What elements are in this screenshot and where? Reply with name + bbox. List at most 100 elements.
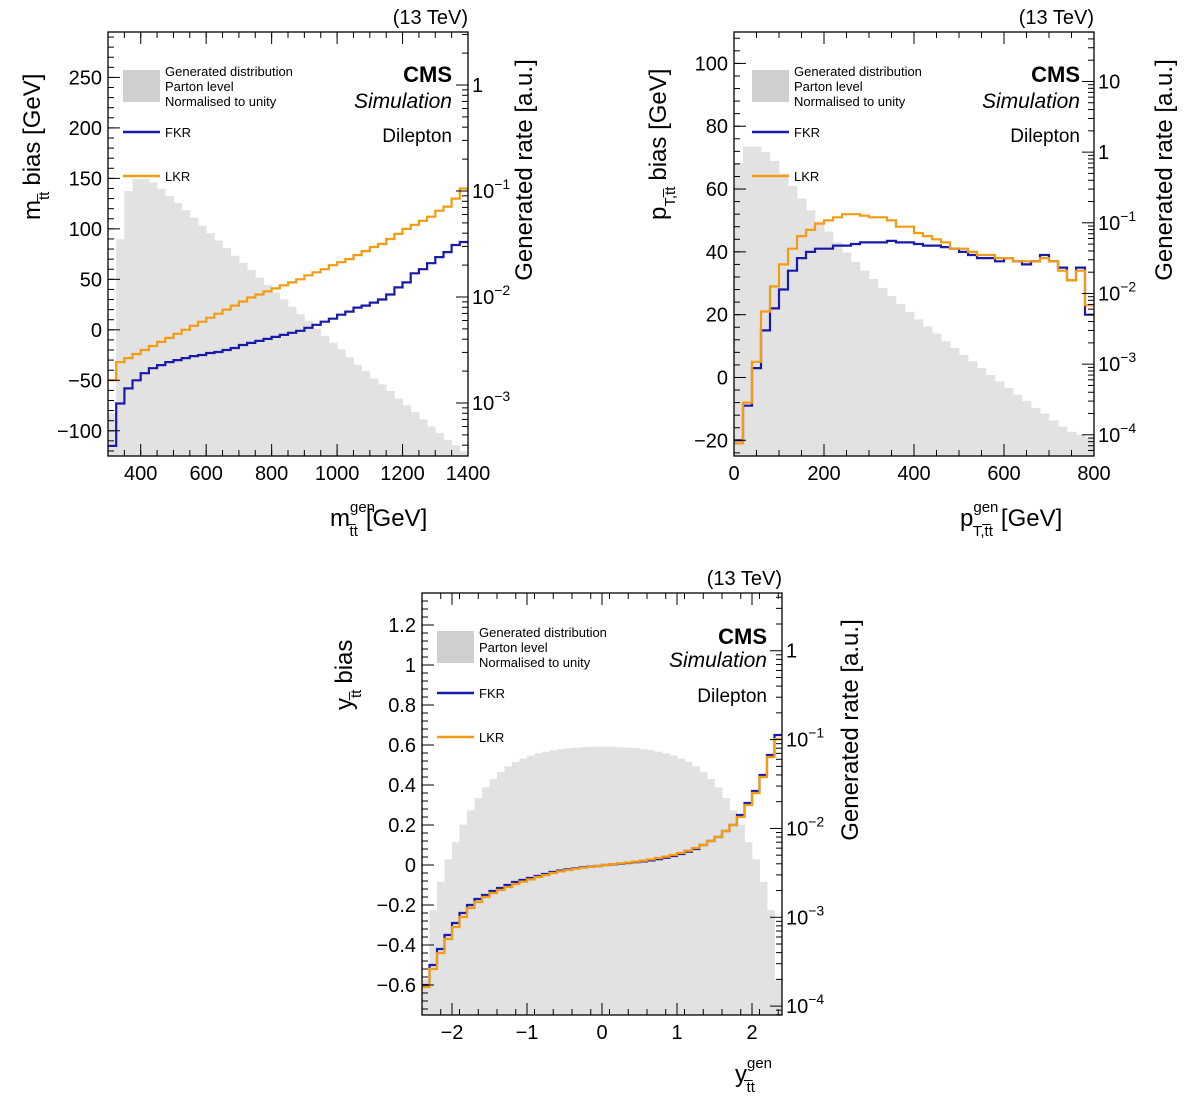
generated-bin xyxy=(557,749,565,1015)
generated-bin xyxy=(737,824,745,1015)
y-tick-label: 250 xyxy=(69,67,102,89)
right-tick-label: 1 xyxy=(786,641,797,663)
right-tick-label: 10−3 xyxy=(1098,349,1136,376)
generated-bin xyxy=(429,910,438,1015)
generated-bin xyxy=(905,311,915,456)
generated-bin xyxy=(549,750,558,1015)
generated-bin xyxy=(386,390,395,456)
y-tick-label: −50 xyxy=(68,370,102,392)
x-axis: 400 600 800 1000 1200 1400 xyxy=(107,32,490,485)
generated-bin xyxy=(677,758,685,1015)
x-tick-label: 600 xyxy=(189,463,222,485)
right-tick-label: 10−4 xyxy=(786,991,824,1018)
generated-bin xyxy=(788,186,798,456)
generated-bin xyxy=(320,335,330,456)
generated-bin xyxy=(923,326,933,456)
generated-bin xyxy=(304,321,313,456)
legend-lkr-label: LKR xyxy=(479,730,504,745)
y-axis-title: mt̅tbias [GeV] xyxy=(19,74,53,220)
generated-bin xyxy=(699,772,708,1015)
x-tick-label: 0 xyxy=(596,1022,607,1044)
generated-bin xyxy=(639,749,648,1015)
generated-bin xyxy=(353,364,363,456)
legend-generated-swatch xyxy=(123,70,160,102)
generated-bin xyxy=(124,191,133,456)
generated-bin xyxy=(995,381,1005,456)
right-axis-title: Generated rate [a.u.] xyxy=(837,619,864,840)
generated-bin xyxy=(542,751,550,1015)
generated-bin xyxy=(519,758,528,1015)
channel-label: Dilepton xyxy=(382,126,452,147)
generated-bin xyxy=(986,375,996,456)
generated-bin xyxy=(1076,434,1086,456)
generated-bin xyxy=(482,787,490,1015)
y-tick-label: 0 xyxy=(717,367,728,389)
x-tick-label: −2 xyxy=(441,1022,464,1044)
generated-bin xyxy=(296,314,305,456)
right-tick-label: 1 xyxy=(472,75,483,97)
generated-bin xyxy=(759,881,768,1015)
x-axis-title: ygen t̅t xyxy=(735,1055,772,1096)
generated-bin xyxy=(189,217,199,456)
generated-bin xyxy=(594,746,603,1015)
y-tick-label: 100 xyxy=(695,53,728,75)
generated-bin xyxy=(779,173,789,456)
generated-bin xyxy=(1067,431,1077,456)
generated-bin xyxy=(489,779,498,1015)
generated-bin xyxy=(1040,413,1050,456)
x-tick-label: 1 xyxy=(671,1022,682,1044)
generated-bin xyxy=(932,333,942,456)
generated-bin xyxy=(1004,387,1014,456)
generated-bin xyxy=(752,146,762,457)
legend-generated-text: Normalised to unity xyxy=(479,655,591,670)
generated-bin xyxy=(410,412,420,456)
generated-bin xyxy=(435,433,444,456)
generated-bin xyxy=(941,341,951,456)
legend-generated-text: Parton level xyxy=(479,640,548,655)
generated-bin xyxy=(896,303,906,456)
legend-fkr-label: FKR xyxy=(479,686,505,701)
y-tick-label: 0 xyxy=(91,320,102,342)
right-tick-label: 10−2 xyxy=(1098,278,1136,305)
generated-bin xyxy=(579,747,588,1015)
generated-bin xyxy=(497,772,505,1015)
y-tick-label: −100 xyxy=(57,421,102,443)
generated-bin xyxy=(887,296,897,456)
generated-bin xyxy=(312,328,322,456)
generated-bin xyxy=(157,188,166,456)
legend-fkr-label: FKR xyxy=(794,125,820,140)
generated-bin xyxy=(181,210,191,456)
generated-bin xyxy=(654,751,663,1015)
generated-bin xyxy=(572,747,580,1015)
generated-bin xyxy=(761,152,771,456)
generated-bin xyxy=(512,761,520,1015)
generated-bin xyxy=(851,261,861,456)
y-axis-title: pT,t̅tbias [GeV] xyxy=(645,69,679,220)
generated-bin xyxy=(527,755,535,1015)
generated-bin xyxy=(684,761,693,1015)
generated-bin xyxy=(587,746,595,1015)
legend-lkr-label: LKR xyxy=(794,169,819,184)
generated-bin xyxy=(624,747,633,1015)
simulation-label: Simulation xyxy=(669,649,767,672)
generated-bin xyxy=(206,233,215,456)
right-axis-title: Generated rate [a.u.] xyxy=(511,59,538,280)
generated-bin xyxy=(815,221,825,456)
simulation-label: Simulation xyxy=(982,90,1080,113)
generated-bin xyxy=(833,242,843,456)
generated-bin xyxy=(504,766,513,1015)
generated-bin xyxy=(443,439,453,456)
x-axis-title: pgen T,t̅t [GeV] xyxy=(960,499,1062,540)
generated-bin xyxy=(271,292,281,456)
y-tick-label: 0.2 xyxy=(388,815,416,837)
x-tick-label: 400 xyxy=(897,463,930,485)
y-tick-label: 100 xyxy=(69,219,102,241)
cms-label: CMS xyxy=(718,624,767,649)
legend-generated-text: Generated distribution xyxy=(794,64,922,79)
legend-generated-text: Parton level xyxy=(165,79,234,94)
generated-bin xyxy=(662,753,670,1015)
y-axis-title: yt̅tbias xyxy=(331,640,365,710)
generated-bin xyxy=(402,405,412,456)
generated-bin xyxy=(444,859,453,1015)
